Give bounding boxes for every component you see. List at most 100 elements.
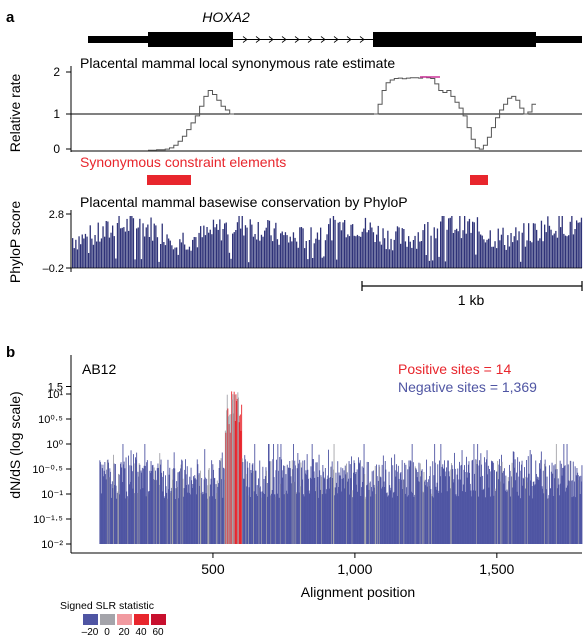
phylop-bar bbox=[560, 227, 562, 268]
dnds-bar bbox=[171, 469, 173, 544]
dnds-bar bbox=[481, 489, 483, 544]
dnds-bar bbox=[239, 415, 241, 544]
dnds-bar bbox=[412, 462, 414, 544]
dnds-bar bbox=[421, 469, 423, 544]
dnds-annotation-name: AB12 bbox=[82, 361, 116, 377]
phylop-bar bbox=[208, 232, 210, 268]
phylop-bar bbox=[140, 259, 143, 268]
phylop-bar bbox=[480, 234, 482, 268]
dnds-bar bbox=[566, 444, 568, 544]
dnds-bar bbox=[468, 461, 470, 544]
dnds-bar bbox=[392, 492, 394, 544]
phylop-bar bbox=[134, 259, 136, 268]
dnds-bar bbox=[484, 457, 485, 544]
dnds-bar bbox=[580, 475, 582, 544]
dnds-bar bbox=[384, 461, 386, 544]
dnds-bar bbox=[381, 464, 383, 544]
dnds-bar bbox=[169, 467, 171, 544]
dnds-bar bbox=[327, 475, 329, 544]
phylop-bar bbox=[80, 244, 82, 268]
dnds-bar bbox=[364, 498, 366, 544]
dnds-bar bbox=[258, 487, 260, 544]
phylop-bar bbox=[473, 222, 475, 268]
phylop-bar bbox=[328, 224, 330, 268]
dnds-bar bbox=[145, 465, 146, 544]
phylop-bar bbox=[267, 220, 269, 268]
dnds-bar bbox=[449, 476, 450, 544]
phylop-bar bbox=[401, 228, 403, 268]
dnds-bar bbox=[467, 464, 469, 544]
dnds-bar bbox=[110, 471, 111, 544]
dnds-bar bbox=[133, 493, 135, 544]
dnds-panel: dN/dS (log scale) AB12 Positive sites = … bbox=[7, 355, 583, 600]
phylop-bar bbox=[270, 235, 272, 268]
dnds-bar bbox=[434, 444, 436, 544]
dnds-bar bbox=[367, 484, 369, 544]
phylop-bar bbox=[209, 229, 211, 268]
dnds-bar bbox=[216, 493, 218, 544]
dnds-bar bbox=[484, 462, 486, 544]
phylop-bar bbox=[284, 232, 287, 268]
phylop-bar bbox=[131, 216, 133, 268]
phylop-bar bbox=[387, 230, 389, 268]
dnds-bar bbox=[482, 489, 484, 544]
dnds-bar bbox=[251, 464, 253, 544]
dnds-bar bbox=[458, 479, 460, 544]
dnds-bar bbox=[496, 471, 497, 544]
legend-tick-label: 60 bbox=[152, 627, 164, 638]
dnds-bar bbox=[158, 484, 160, 544]
dnds-bar bbox=[237, 392, 239, 544]
rate-track: Relative rate Placental mammal local syn… bbox=[7, 55, 582, 156]
dnds-bar bbox=[562, 467, 564, 544]
dnds-bar bbox=[346, 472, 348, 544]
dnds-bar bbox=[225, 432, 227, 544]
phylop-bar bbox=[76, 249, 79, 268]
phylop-bar bbox=[334, 219, 336, 268]
dnds-bar bbox=[105, 474, 106, 544]
dnds-bar bbox=[204, 449, 206, 544]
dnds-bar bbox=[105, 479, 107, 544]
dnds-bar bbox=[165, 486, 167, 544]
dnds-bar bbox=[527, 482, 529, 544]
phylop-bar bbox=[144, 236, 146, 268]
dnds-bar bbox=[200, 493, 202, 544]
dnds-bar bbox=[188, 492, 190, 544]
dnds-bar bbox=[118, 474, 120, 544]
dnds-bar bbox=[127, 498, 129, 544]
dnds-bar bbox=[167, 459, 169, 544]
dnds-bar bbox=[338, 472, 340, 544]
dnds-bar bbox=[191, 480, 193, 544]
dnds-bar bbox=[345, 474, 347, 544]
dnds-bar bbox=[99, 460, 101, 544]
dnds-bar bbox=[368, 489, 370, 544]
dnds-bar bbox=[513, 451, 515, 544]
dnds-bar bbox=[507, 477, 509, 544]
dnds-ytick-label: 10⁻¹ bbox=[41, 489, 63, 501]
dnds-bar bbox=[577, 475, 579, 544]
phylop-bar bbox=[315, 238, 317, 268]
phylop-bar bbox=[291, 241, 293, 268]
phylop-bar bbox=[276, 239, 279, 268]
phylop-bar bbox=[158, 261, 160, 268]
dnds-bar bbox=[304, 473, 306, 544]
intron-arrow bbox=[307, 36, 313, 43]
dnds-bar bbox=[372, 491, 374, 544]
dnds-bar bbox=[539, 463, 540, 544]
dnds-bar bbox=[298, 463, 299, 544]
phylop-bar bbox=[510, 233, 512, 268]
dnds-bar bbox=[386, 492, 388, 544]
dnds-bar bbox=[512, 487, 514, 544]
phylop-bar bbox=[537, 240, 539, 268]
dnds-bar bbox=[293, 444, 294, 544]
dnds-bar bbox=[565, 491, 567, 544]
dnds-bar bbox=[273, 477, 275, 544]
phylop-bar bbox=[228, 252, 231, 268]
dnds-bar bbox=[183, 488, 185, 544]
dnds-bar bbox=[517, 457, 519, 544]
dnds-bar bbox=[238, 397, 239, 544]
phylop-bar bbox=[217, 229, 219, 268]
dnds-bar bbox=[444, 476, 446, 544]
dnds-bar bbox=[500, 481, 502, 544]
phylop-bar bbox=[192, 239, 194, 268]
